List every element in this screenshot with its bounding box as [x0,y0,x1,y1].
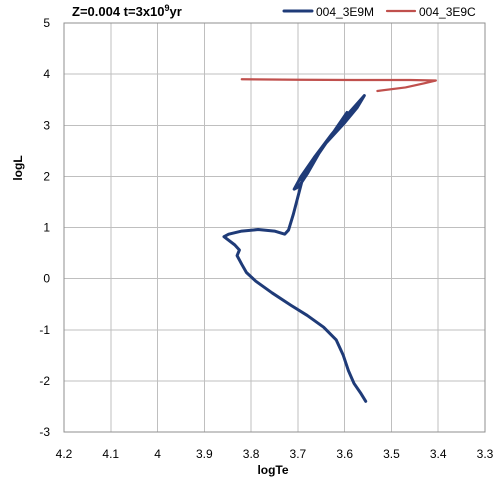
x-tick-label: 4 [154,447,161,461]
tick-label-layer: 4.2 4.1 4 3.9 3.8 3.7 3.6 3.5 3.4 3.3 5 4 3 2 1 0 -1 -2 -3 [39,16,493,461]
chart-title: Z=0.004 t=3x109yr [72,3,182,19]
x-tick-label: 3.4 [430,447,447,461]
x-tick-label: 3.3 [477,447,494,461]
series-004-3e9c-line [240,78,437,93]
y-tick-label: 0 [43,272,50,286]
series-004-3e9m-line [222,94,368,403]
series-layer [222,78,437,403]
legend-label-004-3e9c: 004_3E9C [419,5,476,19]
chart-title-prefix: Z=0.004 t=3x10 [72,4,165,19]
y-axis-title: logL [11,155,25,180]
x-tick-label: 3.7 [290,447,307,461]
x-axis-title: logTe [257,463,288,477]
y-tick-label: 3 [43,118,50,132]
y-tick-label: -1 [39,323,50,337]
x-tick-label: 3.6 [336,447,353,461]
x-tick-label: 3.9 [196,447,213,461]
chart-title-superscript: 9 [165,3,170,13]
x-tick-label: 3.8 [243,447,260,461]
plot-border [63,22,486,433]
y-tick-label: 1 [43,221,50,235]
y-tick-label: -2 [39,374,50,388]
y-tick-label: 5 [43,16,50,30]
x-tick-label: 4.2 [56,447,73,461]
grid-layer [63,22,486,433]
y-tick-label: -3 [39,425,50,439]
chart-title-suffix: yr [170,4,182,19]
y-tick-label: 4 [43,67,50,81]
x-tick-label: 3.5 [383,447,400,461]
x-tick-label: 4.1 [102,447,119,461]
legend-label-004-3e9m: 004_3E9M [316,5,374,19]
y-tick-label: 2 [43,169,50,183]
legend: 004_3E9M 004_3E9C [282,5,476,19]
